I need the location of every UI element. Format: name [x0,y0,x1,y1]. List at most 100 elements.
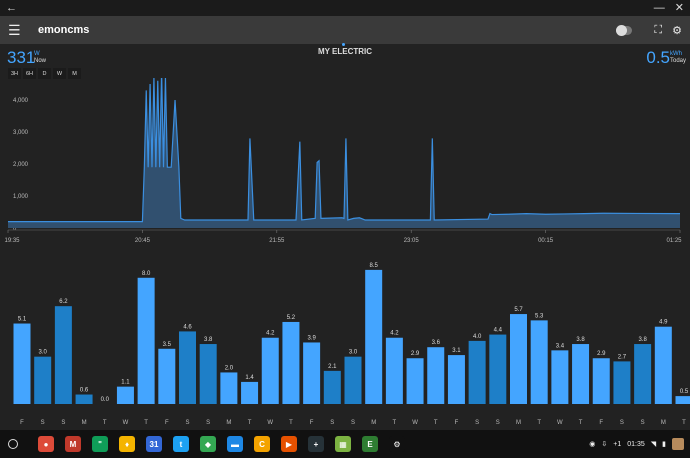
day-label: S [496,420,500,426]
launcher-icon[interactable] [8,439,18,449]
range-day-button[interactable]: D [38,68,51,79]
range-month-button[interactable]: M [68,68,81,79]
bar-value-label: 6.2 [59,299,68,305]
bar-value-label: 3.5 [163,342,172,348]
bar[interactable] [468,340,486,404]
bar[interactable] [179,331,196,404]
bar[interactable] [344,356,362,404]
bar-value-label: 3.0 [39,350,48,356]
bar[interactable] [199,344,217,404]
bar[interactable] [592,358,610,404]
range-3h-button[interactable]: 3H [8,68,21,79]
bar-value-label: 3.0 [349,350,358,356]
clock: 01:35 [627,440,645,448]
evernote-icon[interactable]: E [362,436,378,452]
bar[interactable] [220,372,238,404]
bar[interactable] [34,356,52,404]
wifi-icon: ◥ [650,441,657,448]
bar[interactable] [75,394,93,404]
bar[interactable] [572,344,590,404]
bar[interactable] [613,361,631,404]
bar[interactable] [634,344,652,404]
day-label: S [351,420,355,426]
bar[interactable] [303,342,321,404]
bar-value-label: 2.9 [411,351,420,357]
minimize-icon[interactable]: — [653,2,665,14]
bar[interactable] [13,323,31,404]
bar-value-label: 3.8 [204,337,213,343]
close-icon[interactable]: ✕ [674,2,684,14]
energy-today-unit-text: kWh [669,51,682,57]
avatar[interactable] [672,438,684,450]
terminal-icon[interactable]: + [308,436,324,452]
bar[interactable] [530,320,548,404]
bar[interactable] [137,277,155,404]
bar-value-label: 4.6 [183,324,192,330]
bar[interactable] [158,348,176,404]
app-title: emoncms [38,24,90,36]
keep-icon[interactable]: ♦ [119,436,135,452]
x-tick-label: 20:45 [135,238,151,244]
bar-value-label: 4.2 [390,331,399,337]
back-icon[interactable]: ← [6,2,17,14]
bar-value-label: 3.4 [556,343,565,349]
bar-value-label: 3.1 [452,348,461,354]
day-label: F [165,420,169,426]
bar[interactable] [427,347,445,404]
bar[interactable] [365,269,383,404]
power-chart[interactable]: 4,000 3,000 2,000 1,000 0 19:35 20:45 21:55 23:0… [0,78,690,250]
toggle-switch[interactable] [616,24,633,36]
bar[interactable] [261,337,279,404]
system-bar: ← — ✕ [0,0,690,16]
day-label: T [393,420,397,426]
day-label: M [226,420,231,426]
play-store-icon[interactable]: ▶ [281,436,297,452]
day-label: T [579,420,583,426]
settings-shelf-icon[interactable]: ⚙ [389,436,405,452]
android-app-icon[interactable]: ▦ [335,436,351,452]
hangouts-icon[interactable]: " [92,436,108,452]
power-line [8,78,681,223]
bar-value-label: 2.0 [225,365,234,371]
settings-icon[interactable]: ⚙ [672,24,682,37]
bar[interactable] [406,358,424,404]
daily-energy-chart[interactable]: 5.1 F 3.0 S 6.2 S 0.6 M 0.0 T 1.1 W 8.0 T 3.5 F 4.6 S 3.8 S… [0,252,690,428]
files-icon[interactable]: ▬ [227,436,243,452]
day-label: W [123,420,129,426]
page-indicator [342,43,345,46]
y-tick-label: 2,000 [13,162,29,168]
bar[interactable] [489,334,507,404]
fullscreen-icon[interactable]: ⛶ [654,23,663,36]
energy-today-value: 0.5 [646,48,670,67]
bar[interactable] [54,306,72,404]
bar-value-label: 3.9 [307,335,316,341]
range-6h-button[interactable]: 6H [23,68,36,79]
bar[interactable] [241,381,259,404]
twitter-icon[interactable]: t [173,436,189,452]
y-tick-label: 1,000 [13,194,29,200]
bar[interactable] [282,321,300,404]
bar-value-label: 4.4 [494,328,503,334]
bar-value-label: 3.8 [638,337,647,343]
bar-value-label: 5.3 [535,313,544,319]
bar-value-label: 3.6 [432,340,441,346]
calendar-icon[interactable]: 31 [146,436,162,452]
chrome-icon[interactable]: ● [38,436,54,452]
bar[interactable] [675,396,690,404]
bar[interactable] [551,350,569,404]
bar[interactable] [116,386,134,404]
gmail-icon[interactable]: M [65,436,81,452]
bar[interactable] [510,314,527,404]
menu-icon[interactable]: ☰ [8,21,21,38]
battery-icon: ▮ [662,441,666,448]
c-app-icon[interactable]: C [254,436,270,452]
bar[interactable] [385,337,403,404]
status-tray[interactable]: ◉ ⇩ +1 01:35 ◥ ▮ [589,430,684,458]
bar[interactable] [654,326,672,404]
maps-icon[interactable]: ◆ [200,436,216,452]
range-week-button[interactable]: W [53,68,66,79]
bar[interactable] [447,355,465,404]
bar-value-label: 5.1 [18,317,27,323]
bar[interactable] [323,370,341,404]
